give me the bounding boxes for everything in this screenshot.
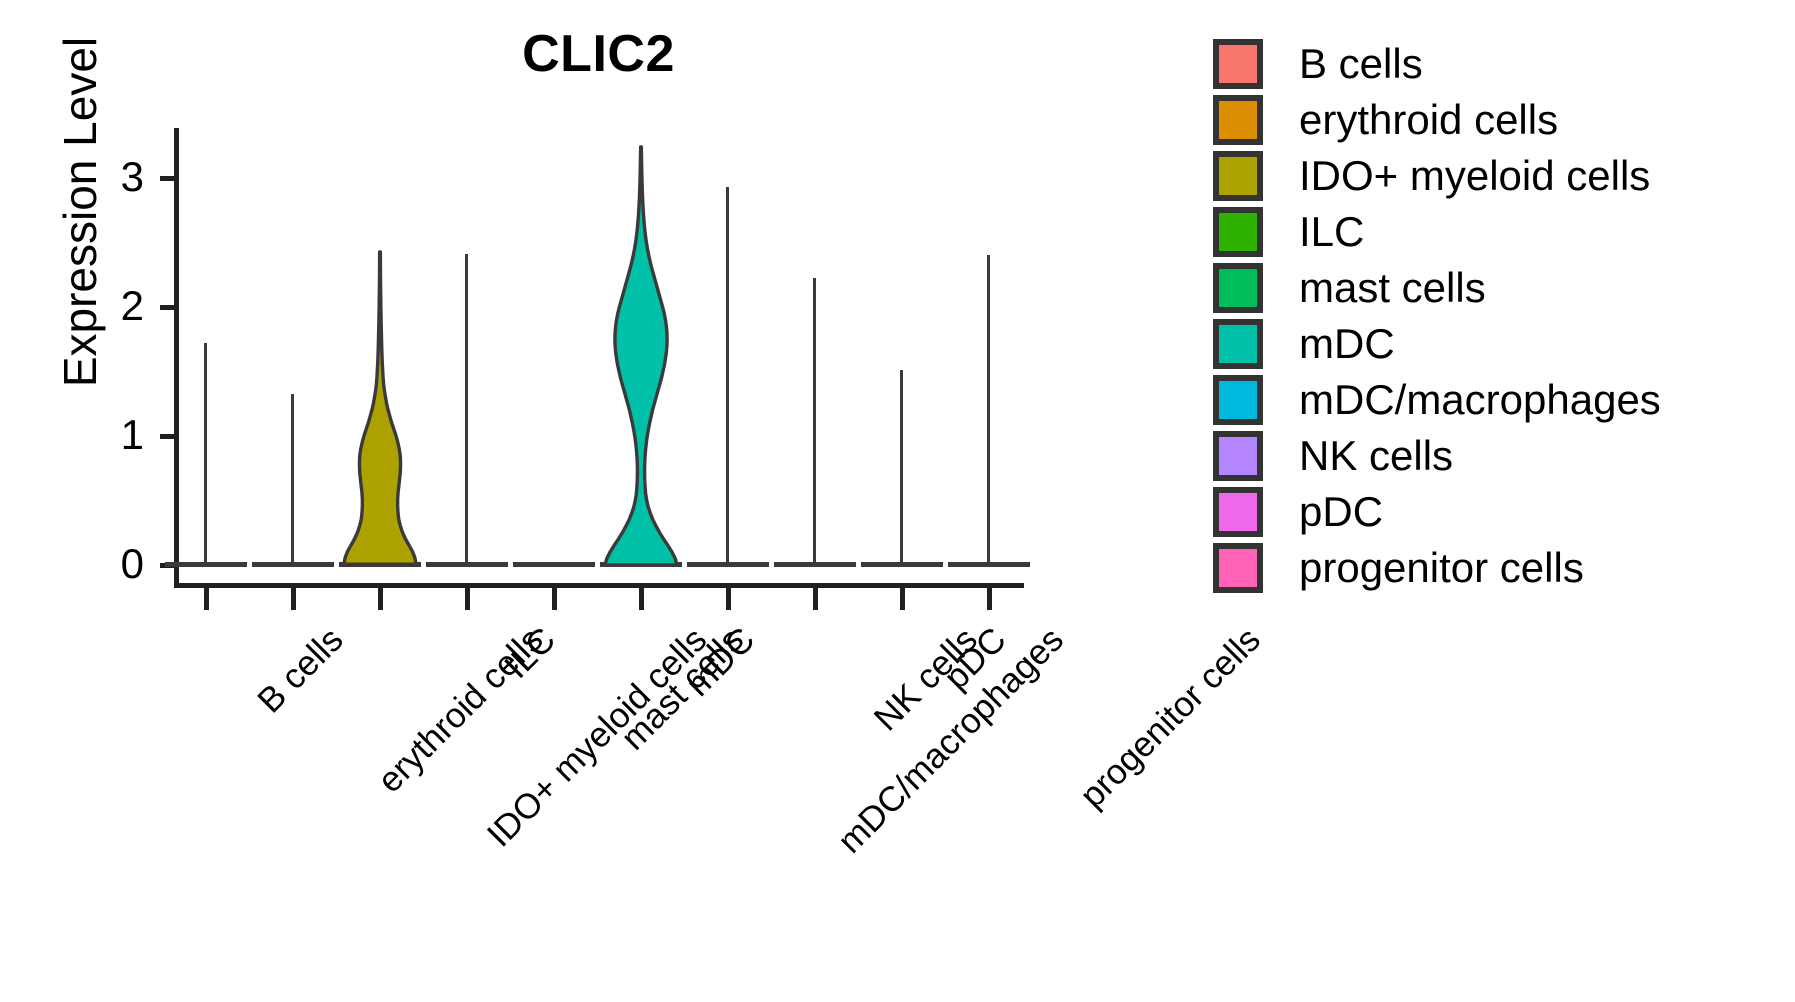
legend-item[interactable]: B cells: [1213, 36, 1661, 92]
x-tick-mark: [899, 588, 905, 610]
violin-spike: [900, 369, 903, 565]
y-tick-mark: [160, 175, 174, 181]
x-tick-mark: [464, 588, 470, 610]
zero-baseline-segment: [512, 562, 595, 567]
page-title: CLIC2: [522, 25, 675, 83]
y-axis-spine: [174, 128, 179, 586]
violin-spike: [987, 254, 990, 565]
zero-baseline-segment: [251, 562, 334, 567]
legend-item[interactable]: NK cells: [1213, 428, 1661, 484]
violin-body: [602, 144, 679, 567]
legend-color-swatch: [1213, 431, 1263, 481]
legend: B cells erythroid cells IDO+ myeloid cells…: [1213, 36, 1661, 596]
legend-item-label: NK cells: [1299, 432, 1454, 479]
legend-color-swatch: [1213, 375, 1263, 425]
zero-baseline-segment: [773, 562, 856, 567]
zero-baseline-segment: [860, 562, 943, 567]
zero-baseline-segment: [947, 562, 1030, 567]
legend-item-label: mDC/macrophages: [1299, 376, 1661, 423]
legend-item[interactable]: mDC: [1213, 316, 1661, 372]
x-tick-mark: [812, 588, 818, 610]
legend-item-label: ILC: [1299, 208, 1365, 255]
violin-spike: [726, 186, 729, 565]
violin-body: [341, 250, 418, 567]
x-tick-mark: [986, 588, 992, 610]
legend-item[interactable]: mDC/macrophages: [1213, 372, 1661, 428]
y-tick-mark: [160, 304, 174, 310]
x-tick-mark: [377, 588, 383, 610]
legend-item[interactable]: ILC: [1213, 204, 1661, 260]
violin-spike: [465, 253, 468, 565]
x-tick-mark: [203, 588, 209, 610]
legend-item-label: erythroid cells: [1299, 96, 1559, 143]
legend-color-swatch: [1213, 543, 1263, 593]
legend-color-swatch: [1213, 151, 1263, 201]
legend-item[interactable]: IDO+ myeloid cells: [1213, 148, 1661, 204]
x-tick-mark: [551, 588, 557, 610]
zero-baseline-segment: [164, 562, 247, 567]
violin-spike: [813, 278, 816, 565]
violin-spike: [291, 394, 294, 565]
violin-spike: [204, 342, 207, 565]
y-tick-label: 3: [120, 152, 144, 200]
legend-item-label: B cells: [1299, 40, 1423, 87]
zero-baseline-segment: [425, 562, 508, 567]
x-tick-label: progenitor cells: [1072, 620, 1268, 816]
legend-color-swatch: [1213, 319, 1263, 369]
y-tick-label: 2: [120, 281, 144, 329]
legend-item-label: progenitor cells: [1299, 544, 1584, 591]
legend-item[interactable]: pDC: [1213, 484, 1661, 540]
x-tick-mark: [638, 588, 644, 610]
zero-baseline-segment: [686, 562, 769, 567]
legend-item[interactable]: progenitor cells: [1213, 540, 1661, 596]
legend-item-label: IDO+ myeloid cells: [1299, 152, 1651, 199]
legend-color-swatch: [1213, 263, 1263, 313]
legend-color-swatch: [1213, 95, 1263, 145]
y-tick-mark: [160, 433, 174, 439]
y-tick-label: 1: [120, 410, 144, 458]
y-tick-label: 0: [120, 539, 144, 587]
x-axis-spine: [174, 583, 1024, 588]
legend-item-label: pDC: [1299, 488, 1384, 535]
legend-color-swatch: [1213, 487, 1263, 537]
legend-item[interactable]: erythroid cells: [1213, 92, 1661, 148]
legend-item-label: mast cells: [1299, 264, 1486, 311]
legend-color-swatch: [1213, 39, 1263, 89]
x-tick-label: B cells: [249, 620, 351, 721]
y-axis-label: Expression Level: [54, 36, 106, 388]
x-tick-mark: [290, 588, 296, 610]
legend-item[interactable]: mast cells: [1213, 260, 1661, 316]
legend-item-label: mDC: [1299, 320, 1395, 367]
x-tick-mark: [725, 588, 731, 610]
legend-color-swatch: [1213, 207, 1263, 257]
